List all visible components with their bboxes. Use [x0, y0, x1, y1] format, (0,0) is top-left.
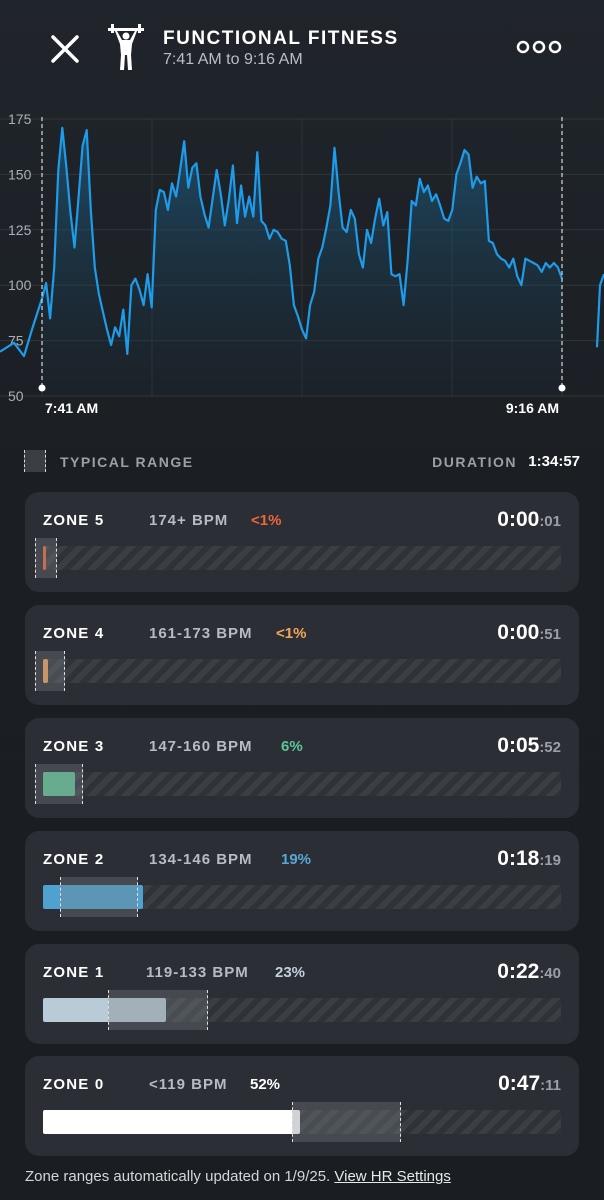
- zone-progress-track: [43, 1102, 561, 1142]
- y-tick-label: 100: [8, 277, 32, 293]
- zone-time-main: 0:18: [497, 847, 540, 870]
- zone-time-seconds: :01: [539, 513, 561, 530]
- zone-name: ZONE 0: [43, 1076, 105, 1093]
- legend-row: TYPICAL RANGE DURATION 1:34:57: [24, 450, 580, 474]
- zone-percent: <1%: [251, 512, 282, 529]
- header: FUNCTIONAL FITNESS 7:41 AM to 9:16 AM: [0, 0, 604, 100]
- zone-time-main: 0:05: [497, 734, 540, 757]
- heart-rate-chart: 175 150 125 100 75 50 7:41 AM 9:16 AM: [0, 100, 604, 430]
- zone-time-seconds: :40: [539, 965, 561, 982]
- pull-up-figure-icon: [108, 24, 144, 70]
- zone-card[interactable]: ZONE 1 119-133 BPM 23% 0:22:40: [25, 944, 579, 1044]
- y-tick-label: 50: [8, 388, 24, 404]
- zone-time-main: 0:00: [497, 621, 540, 644]
- zone-time: 0:22:40: [497, 960, 561, 984]
- zone-bpm-range: 134-146 BPM: [149, 851, 253, 868]
- zone-percent: 19%: [281, 851, 312, 868]
- zone-time: 0:47:11: [498, 1072, 561, 1096]
- zone-percent: <1%: [276, 625, 307, 642]
- view-hr-settings-link[interactable]: View HR Settings: [334, 1168, 451, 1185]
- zone-time-main: 0:47: [498, 1072, 541, 1095]
- y-tick-label: 175: [8, 111, 32, 127]
- zone-card[interactable]: ZONE 5 174+ BPM <1% 0:00:01: [25, 492, 579, 592]
- zone-progress-fill: [43, 546, 46, 570]
- zone-typical-range: [35, 538, 58, 578]
- zone-name: ZONE 5: [43, 512, 105, 529]
- zone-name: ZONE 4: [43, 625, 105, 642]
- zone-time-seconds: :52: [539, 739, 561, 756]
- zone-progress-track: [35, 764, 561, 804]
- zone-typical-range: [292, 1102, 401, 1142]
- zone-name: ZONE 1: [43, 964, 105, 981]
- zone-card[interactable]: ZONE 4 161-173 BPM <1% 0:00:51: [25, 605, 579, 705]
- end-point: [558, 384, 566, 392]
- zone-typical-range: [35, 764, 84, 804]
- y-tick-label: 125: [8, 222, 32, 238]
- zone-bpm-range: 119-133 BPM: [146, 964, 249, 981]
- zone-time: 0:05:52: [497, 734, 561, 758]
- zone-bpm-range: <119 BPM: [149, 1076, 228, 1093]
- duration-value: 1:34:57: [528, 453, 580, 470]
- zone-card[interactable]: ZONE 2 134-146 BPM 19% 0:18:19: [25, 831, 579, 931]
- zone-time-main: 0:00: [497, 508, 540, 531]
- zone-progress-track: [43, 877, 561, 917]
- zone-time: 0:18:19: [497, 847, 561, 871]
- y-tick-label: 150: [8, 166, 32, 182]
- more-options-icon[interactable]: [515, 36, 563, 58]
- zone-time-seconds: :19: [539, 852, 561, 869]
- zone-bpm-range: 161-173 BPM: [149, 625, 253, 642]
- zone-typical-range: [35, 651, 65, 691]
- zone-progress-track: [35, 651, 561, 691]
- zone-percent: 23%: [275, 964, 306, 981]
- end-time-label: 9:16 AM: [506, 400, 559, 416]
- heart-rate-area: [42, 127, 562, 397]
- zone-typical-range: [59, 877, 139, 917]
- zone-progress-fill: [43, 1110, 301, 1134]
- zone-time-seconds: :11: [540, 1077, 561, 1094]
- typical-range-label: TYPICAL RANGE: [60, 454, 194, 470]
- zone-progress-fill: [43, 998, 166, 1022]
- zone-bpm-range: 174+ BPM: [149, 512, 229, 529]
- footer-text: Zone ranges automatically updated on 1/9…: [25, 1168, 331, 1185]
- zone-typical-range: [107, 990, 209, 1030]
- zone-progress-fill: [43, 772, 76, 796]
- typical-range-swatch: [24, 450, 46, 472]
- zone-bpm-range: 147-160 BPM: [149, 738, 253, 755]
- zone-percent: 6%: [281, 738, 303, 755]
- duration-label: DURATION: [432, 454, 517, 470]
- zone-progress-track: [35, 538, 561, 578]
- workout-time-range: 7:41 AM to 9:16 AM: [163, 51, 303, 68]
- zone-card[interactable]: ZONE 3 147-160 BPM 6% 0:05:52: [25, 718, 579, 818]
- zone-card[interactable]: ZONE 0 <119 BPM 52% 0:47:11: [25, 1056, 579, 1156]
- zone-time: 0:00:01: [497, 508, 561, 532]
- zone-progress-fill: [43, 659, 48, 683]
- zone-time-seconds: :51: [539, 626, 561, 643]
- zone-progress-track: [43, 990, 561, 1030]
- footer-note: Zone ranges automatically updated on 1/9…: [25, 1168, 451, 1185]
- zone-progress-fill: [43, 885, 143, 909]
- workout-title: FUNCTIONAL FITNESS: [163, 28, 399, 49]
- zone-time-main: 0:22: [497, 960, 540, 983]
- start-time-label: 7:41 AM: [45, 400, 98, 416]
- zone-percent: 52%: [250, 1076, 281, 1093]
- zone-name: ZONE 3: [43, 738, 105, 755]
- zone-time: 0:00:51: [497, 621, 561, 645]
- start-point: [38, 384, 46, 392]
- heart-rate-line: [0, 126, 564, 358]
- zone-name: ZONE 2: [43, 851, 105, 868]
- heart-rate-line-trailing: [595, 273, 604, 348]
- close-icon[interactable]: [46, 30, 84, 68]
